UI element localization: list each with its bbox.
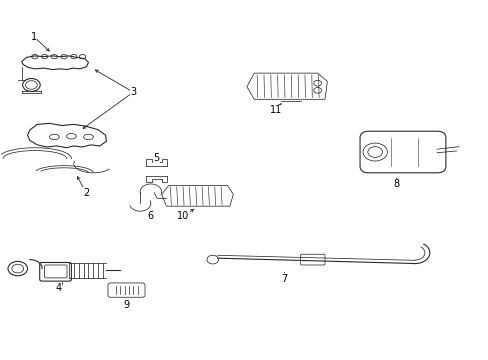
Text: 9: 9 [123,300,129,310]
Text: 1: 1 [31,32,37,41]
Text: 5: 5 [153,153,160,163]
Text: 7: 7 [281,274,287,284]
Text: 10: 10 [177,211,189,221]
Text: 3: 3 [130,87,136,97]
Text: 8: 8 [393,179,399,189]
Text: 11: 11 [269,105,282,115]
Text: 4: 4 [55,283,61,293]
Text: 6: 6 [147,211,154,221]
Text: 2: 2 [83,188,89,198]
